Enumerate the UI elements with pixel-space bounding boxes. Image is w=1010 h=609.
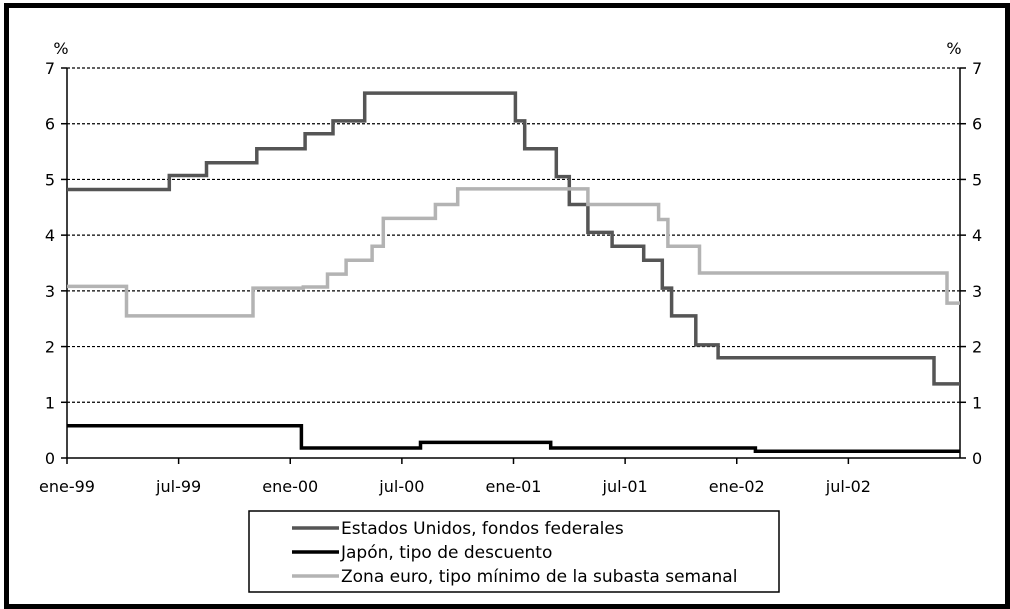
x-tick-label: jul-01 [602, 477, 648, 496]
x-tick-label: jul-99 [155, 477, 201, 496]
y-tick-label-left: 3 [45, 282, 55, 301]
x-tick-label: ene-02 [709, 477, 765, 496]
y-unit-right: % [946, 39, 961, 58]
legend-label-1: Estados Unidos, fondos federales [341, 519, 624, 539]
chart-frame: 0 0 1 1 2 2 3 3 4 4 5 5 6 6 7 7%% ene-99 jul-99 ene-00 jul-… [4, 3, 1010, 609]
y-tick-label-left: 1 [45, 393, 55, 412]
series-line-3 [67, 187, 960, 318]
x-tick-label: jul-00 [378, 477, 424, 496]
chart-svg: 0 0 1 1 2 2 3 3 4 4 5 5 6 6 7 7% % ene-99 jul-99 ene-00 jul-… [39, 39, 982, 593]
x-tick-label: ene-01 [486, 477, 542, 496]
y-tick-label-left: 2 [45, 338, 55, 357]
x-tick-label: ene-99 [39, 477, 95, 496]
tick-labels: 0 0 1 1 2 2 3 3 4 4 5 5 6 6 7 7% % ene-99 jul-99 ene-00 jul-… [39, 39, 982, 496]
y-tick-label-left: 5 [45, 170, 55, 189]
y-tick-label-left: 4 [45, 226, 55, 245]
series-line-2 [67, 423, 960, 454]
y-tick-label-left: 7 [45, 59, 55, 78]
y-tick-label-left: 6 [45, 115, 55, 134]
y-tick-label-right: 6 [972, 115, 982, 134]
y-tick-label-right: 7 [972, 59, 982, 78]
y-tick-label-right: 2 [972, 338, 982, 357]
y-tick-label-right: 5 [972, 170, 982, 189]
y-tick-label-left: 0 [45, 449, 55, 468]
y-tick-label-right: 1 [972, 393, 982, 412]
legend: Estados Unidos, fondos federales Japón, t… [248, 510, 780, 593]
y-tick-label-right: 0 [972, 449, 982, 468]
y-tick-label-right: 4 [972, 226, 982, 245]
x-tick-label: ene-00 [262, 477, 318, 496]
legend-label-2: Japón, tipo de descuento [340, 543, 552, 563]
y-unit-left: % [53, 39, 68, 58]
legend-label-3: Zona euro, tipo mínimo de la subasta sem… [341, 567, 737, 587]
y-tick-label-right: 3 [972, 282, 982, 301]
axes [61, 67, 966, 464]
series-line-1 [67, 91, 960, 386]
x-tick-label: jul-02 [825, 477, 871, 496]
grid-lines [67, 67, 960, 403]
data-series [67, 91, 960, 454]
